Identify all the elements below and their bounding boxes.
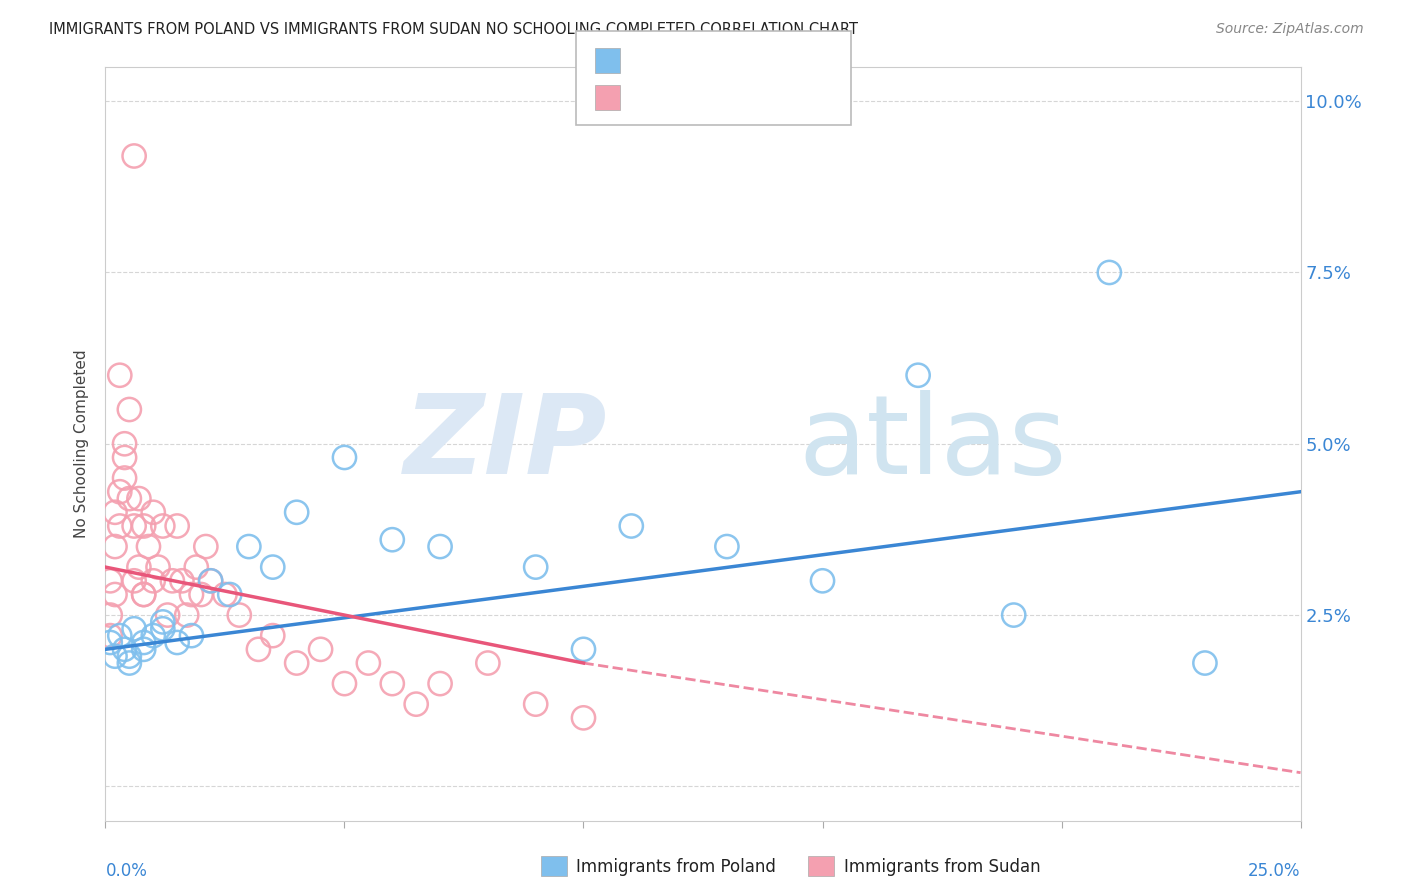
Point bbox=[381, 676, 404, 690]
Point bbox=[128, 491, 150, 506]
Point bbox=[118, 656, 141, 670]
Point bbox=[98, 574, 121, 588]
Point bbox=[132, 642, 155, 657]
Point bbox=[128, 560, 150, 574]
Point bbox=[1002, 608, 1025, 623]
Text: -0.146: -0.146 bbox=[669, 85, 723, 103]
Point bbox=[114, 450, 136, 465]
Text: R =: R = bbox=[630, 46, 666, 64]
Point bbox=[166, 635, 188, 649]
Point bbox=[180, 588, 202, 602]
Point bbox=[104, 649, 127, 664]
Point bbox=[138, 540, 160, 554]
Point bbox=[170, 574, 193, 588]
Text: 0.0%: 0.0% bbox=[105, 862, 148, 880]
Point bbox=[200, 574, 222, 588]
Point bbox=[132, 635, 155, 649]
Text: 0.266: 0.266 bbox=[669, 46, 717, 64]
Point bbox=[108, 368, 131, 383]
Point bbox=[104, 540, 127, 554]
Point bbox=[1194, 656, 1216, 670]
Point bbox=[142, 505, 165, 519]
Point bbox=[333, 676, 356, 690]
Point bbox=[907, 368, 929, 383]
Point bbox=[405, 697, 427, 711]
Point bbox=[381, 533, 404, 547]
Point bbox=[262, 560, 284, 574]
Point bbox=[122, 519, 145, 533]
Point bbox=[247, 642, 270, 657]
Point bbox=[122, 149, 145, 163]
Point bbox=[524, 697, 547, 711]
Point bbox=[262, 629, 284, 643]
Point bbox=[108, 629, 131, 643]
Point bbox=[98, 608, 121, 623]
Text: Source: ZipAtlas.com: Source: ZipAtlas.com bbox=[1216, 22, 1364, 37]
Point bbox=[620, 519, 643, 533]
Point bbox=[104, 505, 127, 519]
Text: 51: 51 bbox=[761, 85, 782, 103]
Point bbox=[156, 608, 179, 623]
Point bbox=[132, 588, 155, 602]
Point bbox=[152, 615, 174, 629]
Point bbox=[194, 540, 217, 554]
Point bbox=[142, 574, 165, 588]
Point bbox=[152, 519, 174, 533]
Point bbox=[429, 540, 451, 554]
Point bbox=[118, 402, 141, 417]
Text: IMMIGRANTS FROM POLAND VS IMMIGRANTS FROM SUDAN NO SCHOOLING COMPLETED CORRELATI: IMMIGRANTS FROM POLAND VS IMMIGRANTS FRO… bbox=[49, 22, 858, 37]
Point bbox=[429, 676, 451, 690]
Point bbox=[214, 588, 236, 602]
Point bbox=[122, 622, 145, 636]
Point bbox=[132, 519, 155, 533]
Point bbox=[180, 629, 202, 643]
Point bbox=[1098, 265, 1121, 279]
Y-axis label: No Schooling Completed: No Schooling Completed bbox=[75, 350, 90, 538]
Text: R =: R = bbox=[630, 85, 666, 103]
Point bbox=[572, 711, 595, 725]
Point bbox=[108, 484, 131, 499]
Point bbox=[114, 642, 136, 657]
Point bbox=[218, 588, 240, 602]
Point bbox=[572, 642, 595, 657]
Point bbox=[142, 629, 165, 643]
Point bbox=[122, 574, 145, 588]
Point bbox=[108, 519, 131, 533]
Point bbox=[477, 656, 499, 670]
Point bbox=[118, 491, 141, 506]
Point bbox=[114, 436, 136, 450]
Text: N =: N = bbox=[721, 85, 758, 103]
Point bbox=[98, 629, 121, 643]
Point bbox=[98, 635, 121, 649]
Point bbox=[357, 656, 380, 670]
Point bbox=[524, 560, 547, 574]
Text: 25.0%: 25.0% bbox=[1249, 862, 1301, 880]
Point bbox=[166, 519, 188, 533]
Point bbox=[114, 471, 136, 485]
Point bbox=[186, 560, 208, 574]
Point bbox=[152, 622, 174, 636]
Point bbox=[285, 656, 308, 670]
Text: atlas: atlas bbox=[799, 391, 1067, 497]
Text: Immigrants from Poland: Immigrants from Poland bbox=[576, 858, 776, 876]
Point bbox=[190, 588, 212, 602]
Point bbox=[333, 450, 356, 465]
Text: Immigrants from Sudan: Immigrants from Sudan bbox=[844, 858, 1040, 876]
Point bbox=[309, 642, 332, 657]
Point bbox=[162, 574, 184, 588]
Point bbox=[176, 608, 198, 623]
Point bbox=[811, 574, 834, 588]
Point bbox=[200, 574, 222, 588]
Point bbox=[238, 540, 260, 554]
Text: 31: 31 bbox=[761, 46, 782, 64]
Point bbox=[132, 588, 155, 602]
Point bbox=[118, 649, 141, 664]
Point bbox=[716, 540, 738, 554]
Point bbox=[104, 588, 127, 602]
Text: N =: N = bbox=[721, 46, 758, 64]
Text: ZIP: ZIP bbox=[404, 391, 607, 497]
Point bbox=[285, 505, 308, 519]
Point bbox=[146, 560, 169, 574]
Point bbox=[228, 608, 250, 623]
